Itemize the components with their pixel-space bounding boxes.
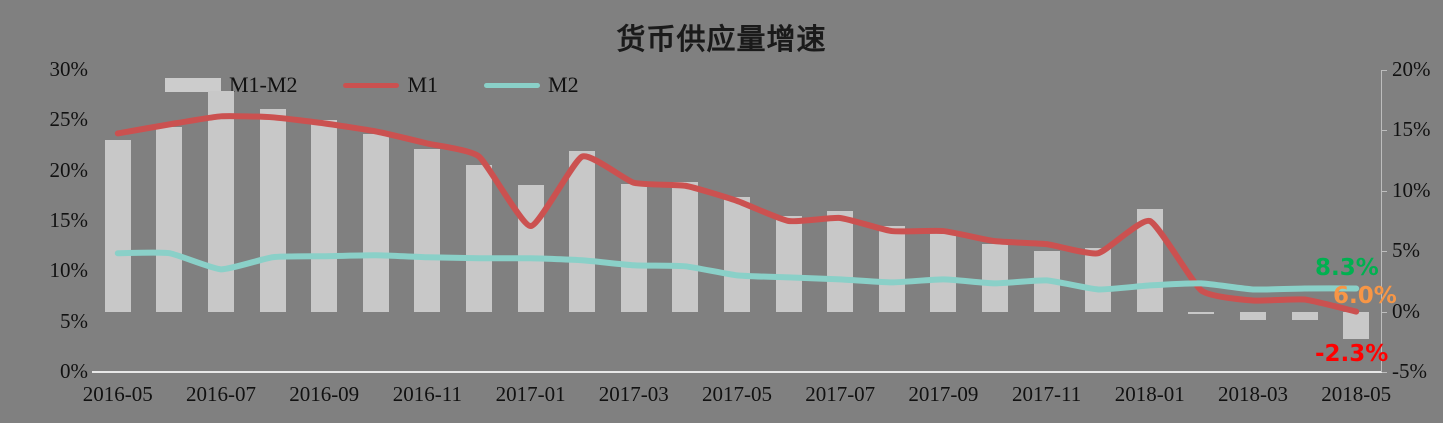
plot-area <box>92 60 1382 380</box>
y-left-tick-20: 20% <box>49 157 89 182</box>
x-tick-2017-01: 2017-01 <box>495 382 566 406</box>
bar-2017-01 <box>517 184 544 312</box>
bar-2018-03 <box>1240 311 1266 321</box>
bar-2017-08 <box>878 225 905 312</box>
bar-2016-09 <box>311 119 338 312</box>
y-right-tick-0: 0% <box>1392 298 1420 323</box>
bar-2016-05 <box>104 140 131 312</box>
legend-label-M1-M2: M1-M2 <box>229 72 298 97</box>
y-right-tick-20: 20% <box>1392 57 1431 81</box>
legend-label-M2: M2 <box>548 72 579 97</box>
y-right-tick-10: 10% <box>1392 177 1431 202</box>
bar-2016-07 <box>208 90 234 312</box>
y-right-tickmark <box>1381 190 1387 192</box>
y-right-tickmark <box>1381 130 1387 132</box>
y-left-tick-5: 5% <box>60 308 88 333</box>
bar-2018-04 <box>1291 311 1318 321</box>
y-left-tick-25: 25% <box>49 107 89 132</box>
right-axis-line <box>1381 70 1382 372</box>
y-right-tick-5: 5% <box>1392 238 1420 263</box>
legend-swatch-M1-M2 <box>165 78 221 92</box>
x-tick-2016-05: 2016-05 <box>82 382 153 406</box>
m1m2-end-value: -2.3% <box>1315 341 1389 367</box>
bar-2017-07 <box>827 211 854 312</box>
bar-2017-04 <box>672 182 699 312</box>
x-axis-line <box>92 371 1382 373</box>
x-tick-2016-11: 2016-11 <box>392 382 462 406</box>
bar-2017-10 <box>982 243 1008 312</box>
bar-2017-02 <box>569 150 596 312</box>
y-right-tickmark <box>1381 251 1387 253</box>
bar-2016-06 <box>156 126 183 312</box>
y-left-tick-30: 30% <box>49 57 89 81</box>
chart-title: 货币供应量增速 <box>616 22 827 56</box>
legend-swatch-M1 <box>343 82 400 88</box>
y-right-tick--5: -5% <box>1392 359 1427 383</box>
bar-2017-06 <box>775 216 802 312</box>
bar-2016-08 <box>259 108 286 312</box>
y-right-tickmark <box>1381 70 1387 71</box>
x-tick-2017-11: 2017-11 <box>1011 382 1082 406</box>
legend-item-M1[interactable]: M1 <box>343 72 438 98</box>
bar-2018-05 <box>1343 311 1370 340</box>
bar-2017-05 <box>724 196 750 312</box>
y-left-tick-15: 15% <box>49 208 89 232</box>
y-left-tick-0: 0% <box>60 359 88 383</box>
x-tick-2018-05: 2018-05 <box>1321 382 1392 406</box>
y-left-tick-10: 10% <box>49 258 89 283</box>
line-M1 <box>114 113 1360 315</box>
chart-legend: M1-M2 M1 M2 <box>165 72 579 98</box>
bar-2017-12 <box>1085 247 1112 312</box>
y-right-tickmark <box>1381 372 1387 373</box>
line-M2 <box>114 249 1360 293</box>
bar-2017-03 <box>620 183 647 312</box>
legend-item-M1-M2[interactable]: M1-M2 <box>165 72 297 98</box>
legend-swatch-M2 <box>484 82 541 88</box>
legend-label-M1: M1 <box>407 72 439 97</box>
y-right-tick-15: 15% <box>1392 117 1431 142</box>
x-tick-2018-01: 2018-01 <box>1114 382 1185 406</box>
bar-2018-02 <box>1188 311 1215 314</box>
bar-2016-11 <box>414 148 441 312</box>
m1-end-value: 6.0% <box>1333 283 1397 309</box>
m2-end-value: 8.3% <box>1315 255 1379 281</box>
bar-2017-09 <box>930 230 957 312</box>
bar-2016-10 <box>362 134 389 312</box>
x-tick-2018-03: 2018-03 <box>1218 382 1288 406</box>
legend-item-M2[interactable]: M2 <box>484 72 579 98</box>
x-tick-2016-09: 2016-09 <box>289 382 360 406</box>
line-series-layer <box>114 113 1360 315</box>
y-right-tickmark <box>1381 311 1387 313</box>
x-tick-2017-05: 2017-05 <box>702 382 772 406</box>
x-tick-2017-07: 2017-07 <box>805 382 876 406</box>
x-tick-2017-09: 2017-09 <box>908 382 979 406</box>
x-tick-2016-07: 2016-07 <box>186 382 256 406</box>
x-tick-2017-03: 2017-03 <box>598 382 669 406</box>
bar-2016-12 <box>466 165 492 312</box>
